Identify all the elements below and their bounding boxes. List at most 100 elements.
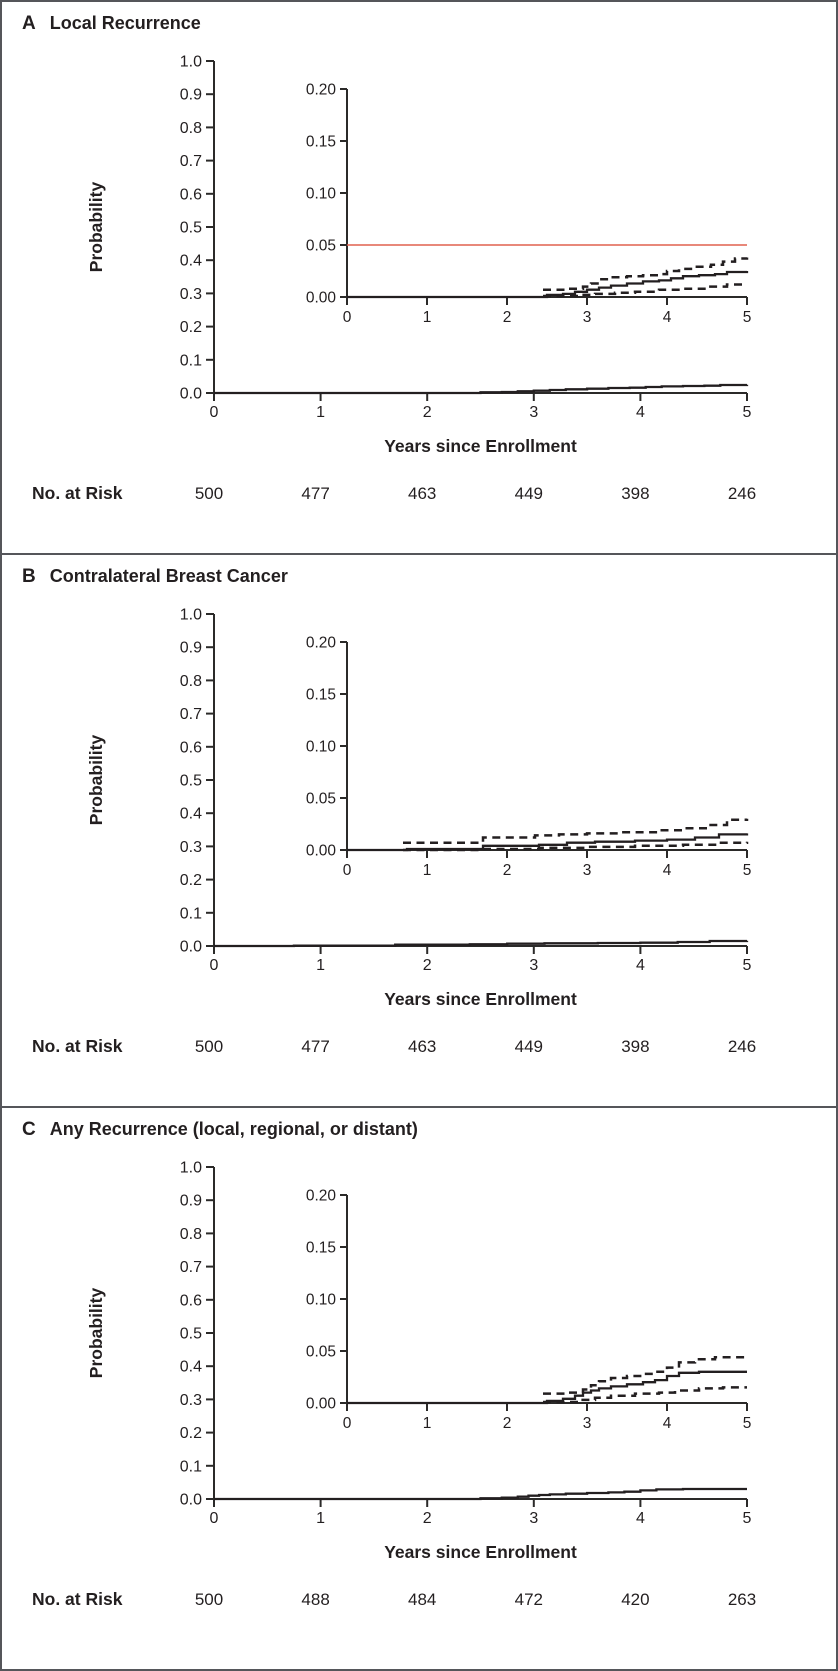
inset-x-tick-label: 2	[503, 309, 512, 326]
main-y-tick-label: 0.7	[180, 153, 202, 170]
panel-b-letter: B	[22, 566, 36, 587]
inset-y-tick-label: 0.10	[306, 186, 337, 203]
inset-lower-95pct-confidence-band-curve	[543, 1386, 747, 1404]
inset-upper-95pct-confidence-band-curve	[543, 1355, 747, 1395]
inset-lower-95pct-confidence-band-curve	[543, 283, 747, 298]
inset-y-tick-label: 0.00	[306, 290, 337, 307]
main-y-tick-label: 0.9	[180, 87, 202, 104]
panel-a: A Local Recurrence 0.0 0.1 0.2 0.3 0.4 0.5 0.6…	[2, 2, 836, 553]
inset-x-tick-label: 4	[663, 309, 672, 326]
inset-upper-95pct-confidence-band-curve	[543, 257, 749, 291]
panel-a-title: A Local Recurrence	[2, 2, 836, 35]
inset-y-tick-label: 0.10	[306, 739, 337, 756]
no-at-risk-row: No. at Risk 500 488 484 472 420 263	[32, 1589, 756, 1609]
no-at-risk-label: No. at Risk	[32, 1589, 123, 1609]
main-y-tick-label: 0.2	[180, 319, 202, 336]
inset-x-tick-label: 5	[743, 309, 752, 326]
main-axes: 0.0 0.1 0.2 0.3 0.4 0.5 0.6 0.7 0.8 0.9 1.0 0 1 2 3 4 5 P…	[86, 1160, 752, 1563]
main-x-tick-label: 1	[316, 404, 325, 421]
inset-y-tick-label: 0.20	[306, 635, 337, 652]
main-x-tick-label: 3	[529, 1510, 538, 1527]
main-y-tick-label: 1.0	[180, 54, 202, 71]
inset-x-tick-label: 2	[503, 1415, 512, 1432]
risk-count: 500	[195, 484, 223, 503]
risk-count: 472	[515, 1590, 543, 1609]
x-axis-title: Years since Enrollment	[384, 1542, 577, 1562]
inset-x-tick-label: 1	[423, 1415, 432, 1432]
inset-y-tick-label: 0.15	[306, 687, 336, 704]
main-y-tick-label: 0.2	[180, 1425, 202, 1442]
panel-a-heading: Local Recurrence	[49, 13, 201, 33]
risk-count: 420	[621, 1590, 649, 1609]
risk-count: 449	[515, 484, 543, 503]
risk-count: 463	[408, 1037, 436, 1056]
main-y-tick-label: 0.8	[180, 1226, 202, 1243]
inset-y-tick-label: 0.00	[306, 843, 337, 860]
inset-x-tick-label: 5	[743, 862, 752, 879]
panel-c-letter: C	[22, 1119, 36, 1140]
main-x-tick-label: 2	[423, 404, 432, 421]
risk-count: 449	[515, 1037, 543, 1056]
main-y-tick-label: 0.0	[180, 1492, 202, 1509]
main-y-tick-label: 0.3	[180, 286, 202, 303]
main-y-tick-label: 0.0	[180, 939, 202, 956]
main-axes: 0.0 0.1 0.2 0.3 0.4 0.5 0.6 0.7 0.8 0.9 1.0 0 1 2 3 4 5 P…	[86, 607, 752, 1010]
risk-count: 246	[728, 484, 756, 503]
panel-c-chart: 0.0 0.1 0.2 0.3 0.4 0.5 0.6 0.7 0.8 0.9 1.0 0 1 2 3 4 5 P…	[32, 1160, 756, 1610]
main-y-tick-label: 1.0	[180, 607, 202, 624]
risk-count: 500	[195, 1590, 223, 1609]
inset-x-tick-label: 4	[663, 862, 672, 879]
inset-y-tick-label: 0.05	[306, 791, 336, 808]
main-y-tick-label: 0.6	[180, 1292, 202, 1309]
main-y-tick-label: 0.5	[180, 1326, 202, 1343]
inset-axes: 0.00 0.05 0.10 0.15 0.20 0 1 2 3 4 5	[306, 635, 751, 880]
x-axis-title: Years since Enrollment	[384, 989, 577, 1009]
main-y-tick-label: 0.4	[180, 253, 202, 270]
inset-y-tick-label: 0.20	[306, 82, 337, 99]
no-at-risk-label: No. at Risk	[32, 483, 123, 503]
main-x-tick-label: 3	[529, 957, 538, 974]
main-y-tick-label: 0.3	[180, 839, 202, 856]
inset-y-tick-label: 0.05	[306, 238, 336, 255]
main-y-tick-label: 0.0	[180, 386, 202, 403]
main-y-tick-label: 0.8	[180, 120, 202, 137]
inset-y-tick-label: 0.05	[306, 1344, 336, 1361]
main-y-tick-label: 0.6	[180, 739, 202, 756]
risk-count: 484	[408, 1590, 436, 1609]
risk-count: 500	[195, 1037, 223, 1056]
main-y-tick-label: 0.5	[180, 773, 202, 790]
risk-count: 488	[301, 1590, 329, 1609]
main-x-tick-label: 5	[743, 1510, 752, 1527]
inset-cumulative-incidence-estimate-curve	[347, 1370, 747, 1405]
y-axis-title: Probability	[86, 182, 106, 273]
main-x-tick-label: 2	[423, 957, 432, 974]
main-x-tick-label: 1	[316, 957, 325, 974]
panel-a-letter: A	[22, 13, 36, 34]
main-y-tick-label: 0.6	[180, 186, 202, 203]
main-x-tick-label: 5	[743, 957, 752, 974]
main-y-tick-label: 0.4	[180, 1359, 202, 1376]
risk-count: 477	[301, 1037, 329, 1056]
main-y-tick-label: 1.0	[180, 1160, 202, 1177]
main-y-tick-label: 0.1	[180, 1458, 202, 1475]
main-x-tick-label: 0	[210, 957, 219, 974]
main-y-tick-label: 0.1	[180, 352, 202, 369]
main-y-tick-label: 0.1	[180, 905, 202, 922]
inset-x-tick-label: 5	[743, 1415, 752, 1432]
no-at-risk-row: No. at Risk 500 477 463 449 398 246	[32, 483, 756, 503]
panel-b-heading: Contralateral Breast Cancer	[49, 566, 288, 586]
inset-x-tick-label: 2	[503, 862, 512, 879]
inset-x-tick-label: 1	[423, 862, 432, 879]
inset-axes: 0.00 0.05 0.10 0.15 0.20 0 1 2 3 4 5	[306, 1188, 751, 1433]
inset-x-tick-label: 0	[343, 1415, 352, 1432]
y-axis-title: Probability	[86, 1288, 106, 1379]
main-y-tick-label: 0.7	[180, 1259, 202, 1276]
inset-x-tick-label: 0	[343, 862, 352, 879]
panel-b-title: B Contralateral Breast Cancer	[2, 555, 836, 588]
main-y-tick-label: 0.3	[180, 1392, 202, 1409]
main-x-tick-label: 5	[743, 404, 752, 421]
main-x-tick-label: 4	[636, 404, 645, 421]
risk-count: 263	[728, 1590, 756, 1609]
inset-cumulative-incidence-estimate-curve	[347, 270, 749, 299]
inset-cumulative-incidence-estimate-curve	[347, 833, 749, 852]
